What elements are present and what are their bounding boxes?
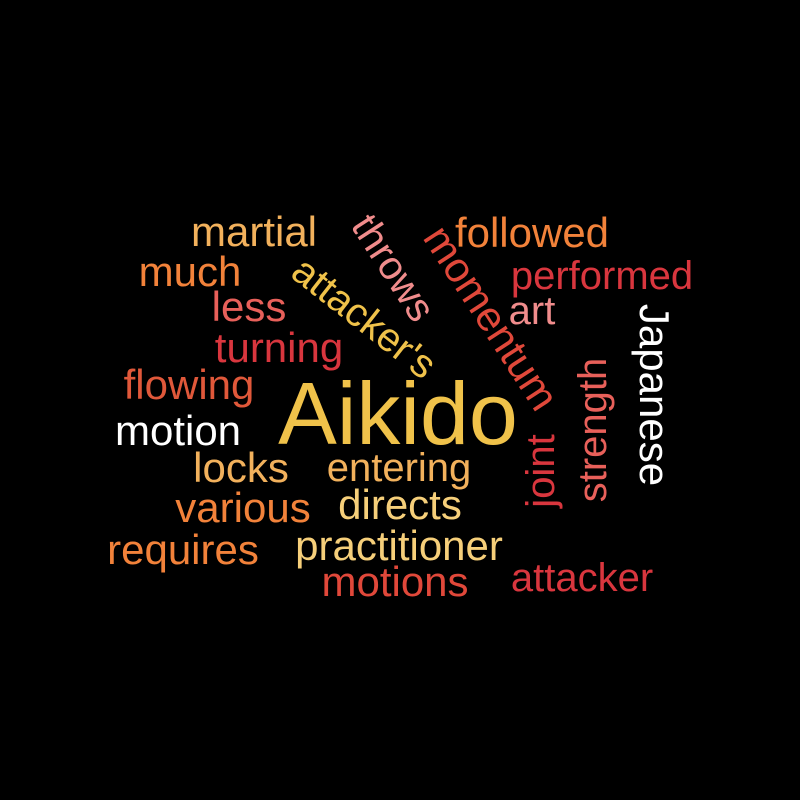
word-locks: locks xyxy=(193,444,289,491)
word-flowing: flowing xyxy=(123,361,255,408)
word-motions: motions xyxy=(321,558,469,605)
word-practitioner: practitioner xyxy=(295,522,503,569)
word-strength: strength xyxy=(571,357,615,503)
word-various: various xyxy=(175,484,311,531)
word-attacker: attacker xyxy=(510,556,654,600)
word-much: much xyxy=(138,248,242,295)
word-directs: directs xyxy=(338,481,462,528)
word-aikido: Aikido xyxy=(278,364,518,463)
word-martial: martial xyxy=(190,208,318,255)
word-motion: motion xyxy=(114,407,242,454)
word-turning: turning xyxy=(214,324,344,371)
word-japanese: Japanese xyxy=(631,303,678,487)
word-art: art xyxy=(508,289,556,333)
word-less: less xyxy=(211,283,287,330)
word-entering: entering xyxy=(326,446,472,490)
word-requires: requires xyxy=(107,526,259,573)
word-performed: performed xyxy=(510,254,694,298)
word-followed: followed xyxy=(454,209,610,256)
word-joint: joint xyxy=(519,434,563,508)
